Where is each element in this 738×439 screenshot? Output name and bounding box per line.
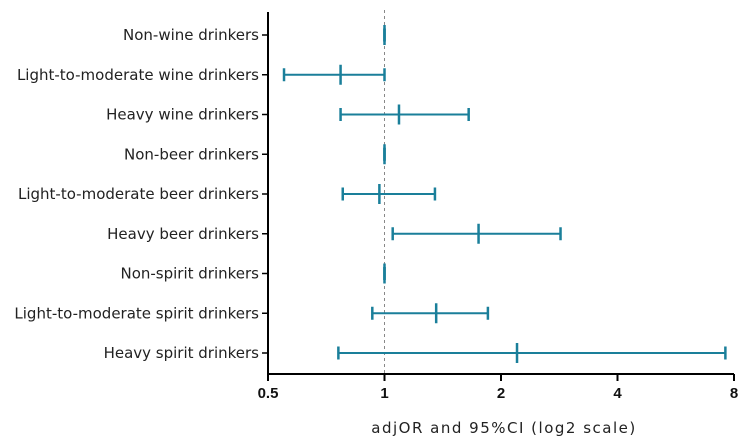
forest-row: Heavy wine drinkers — [106, 104, 470, 125]
row-label: Non-spirit drinkers — [120, 265, 259, 283]
row-label: Light-to-moderate spirit drinkers — [14, 304, 259, 322]
forest-row: Light-to-moderate wine drinkers — [17, 64, 386, 85]
row-label: Heavy beer drinkers — [107, 225, 259, 243]
row-label: Non-beer drinkers — [124, 145, 259, 163]
x-tick-label: 4 — [613, 385, 622, 402]
row-label: Light-to-moderate wine drinkers — [17, 66, 259, 84]
x-tick-label: 2 — [497, 385, 505, 402]
forest-row: Heavy beer drinkers — [107, 223, 562, 244]
forest-row: Light-to-moderate spirit drinkers — [14, 303, 490, 324]
forest-row: Light-to-moderate beer drinkers — [18, 184, 437, 204]
x-tick-label: 0.5 — [258, 385, 279, 402]
forest-row: Non-wine drinkers — [123, 25, 386, 45]
x-axis-title: adjOR and 95%CI (log2 scale) — [371, 419, 636, 437]
forest-row: Non-beer drinkers — [124, 144, 386, 165]
row-label: Non-wine drinkers — [123, 26, 259, 44]
row-label: Light-to-moderate beer drinkers — [18, 185, 259, 203]
x-tick-label: 8 — [730, 385, 738, 402]
forest-row: Non-spirit drinkers — [120, 263, 386, 284]
x-tick-label: 1 — [380, 385, 388, 402]
forest-row: Heavy spirit drinkers — [104, 343, 727, 363]
row-label: Heavy wine drinkers — [106, 106, 259, 124]
row-label: Heavy spirit drinkers — [104, 344, 260, 362]
